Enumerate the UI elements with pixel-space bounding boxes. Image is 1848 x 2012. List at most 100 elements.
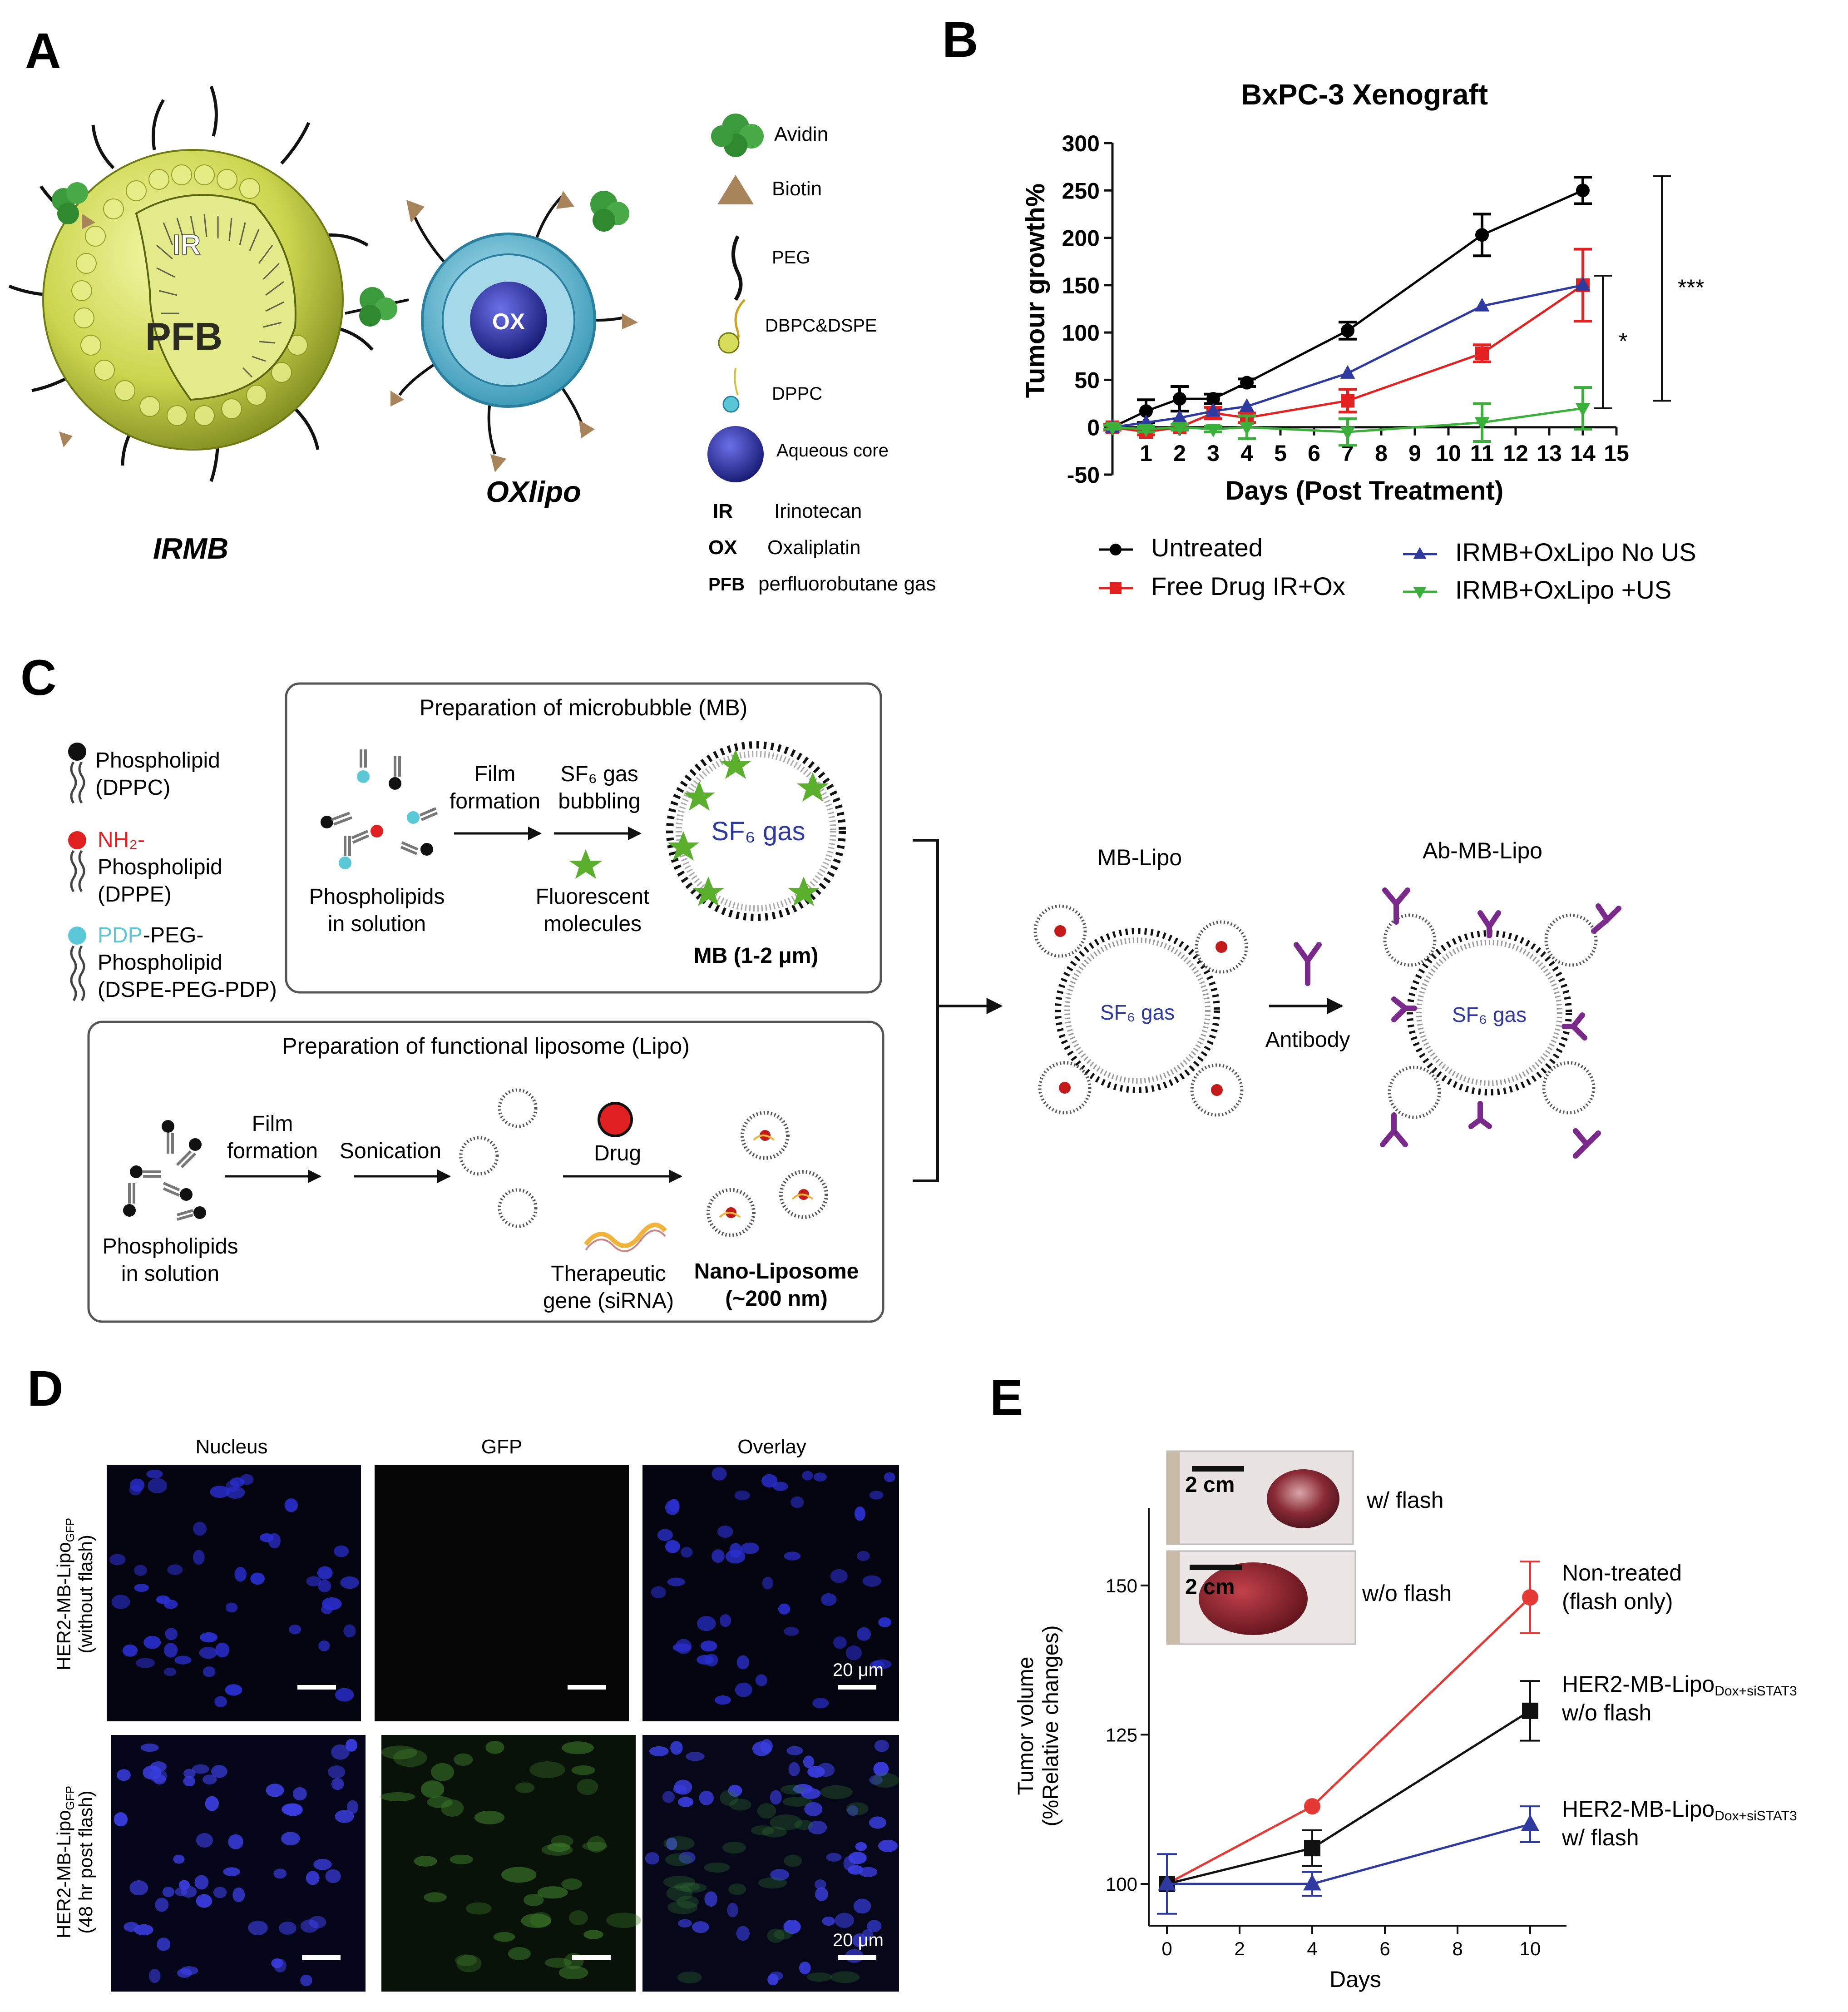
legend-dbpc-dspe: DBPC&DSPE	[765, 316, 877, 336]
nucleus-dot	[331, 1778, 344, 1790]
antibody-label: Antibody	[1265, 1028, 1350, 1052]
nucleus-dot	[884, 1472, 895, 1482]
lipo-preparation-box	[87, 1021, 884, 1323]
avidin-icon	[359, 287, 397, 327]
nucleus-dot	[802, 1471, 813, 1481]
nucleus-dot	[700, 1640, 717, 1652]
nucleus-dot	[812, 1698, 829, 1709]
data-point	[1575, 277, 1591, 291]
legend-marker	[1110, 582, 1122, 594]
nucleus-dot	[869, 1491, 884, 1500]
data-point	[1341, 323, 1354, 337]
nucleus-dot	[697, 1616, 716, 1631]
data-point	[1475, 347, 1489, 361]
chart-e-series	[1157, 1561, 1540, 1915]
nucleus-dot	[328, 1765, 346, 1779]
nucleus-dot	[306, 1871, 320, 1885]
series-1	[1159, 1680, 1540, 1892]
lipo-start-label-2: in solution	[121, 1262, 219, 1286]
nucleus-dot	[835, 1913, 854, 1928]
nucleus-dot	[736, 1655, 750, 1670]
gfp-signal	[663, 1876, 696, 1888]
x-tick-label: 8	[1452, 1938, 1463, 1959]
x-tick-label: 5	[1274, 441, 1287, 466]
nucleus-dot	[214, 1696, 227, 1708]
nucleus-dot	[211, 1765, 227, 1778]
ab-mb-lipo-icon: SF₆ gas	[1380, 887, 1621, 1159]
panel-a-legend: Avidin Biotin PEG DBPC&DSPE DPPC Aqueous…	[707, 114, 936, 595]
nucleus-dot	[704, 1891, 717, 1907]
y-tick-label: 125	[1106, 1724, 1137, 1745]
lipo-drug: Drug	[594, 1141, 641, 1165]
nucleus-dot	[714, 1695, 731, 1705]
x-tick-label: 8	[1375, 441, 1388, 466]
nucleus-dot	[735, 1682, 752, 1697]
nucleus-dot	[878, 1617, 892, 1627]
nucleus-dot	[668, 1499, 680, 1513]
nucleus-dot	[175, 1888, 187, 1896]
series-line	[1112, 284, 1583, 429]
mb-start-label-1: Phospholipids	[309, 885, 445, 909]
mb-step2-l2: bubbling	[558, 789, 641, 813]
abbr-ir: IR	[713, 500, 733, 522]
data-point	[1304, 1798, 1320, 1815]
nucleus-dot	[250, 1572, 265, 1585]
nucleus-dot	[136, 1658, 155, 1668]
series-label-line2: w/ flash	[1561, 1825, 1639, 1850]
e-ylabel-l2: (%Relative changes)	[1039, 1625, 1063, 1827]
nucleus-dot	[193, 1550, 205, 1565]
gfp-signal	[757, 1803, 776, 1819]
series-label-sub: Dox+siSTAT3	[1715, 1809, 1797, 1824]
legend-label: IRMB+OxLipo +US	[1455, 575, 1671, 604]
nucleus-dot	[194, 1875, 209, 1890]
nucleus-dot	[769, 1971, 783, 1981]
nucleus-dot	[692, 1921, 709, 1933]
nucleus-dot	[856, 1551, 870, 1561]
chart-b-legend: Untreated Free Drug IR+Ox IRMB+OxLipo No U…	[1099, 533, 1696, 604]
nucleus-dot	[741, 1542, 759, 1554]
gfp-signal	[846, 1802, 869, 1815]
gfp-signal	[508, 1947, 531, 1961]
nucleus-dot	[331, 1744, 350, 1760]
nucleus-dot	[234, 1567, 247, 1582]
gfp-signal	[524, 1893, 544, 1906]
mb-phospholipids-cluster	[321, 749, 438, 869]
d-img-nucleus-1	[107, 1465, 361, 1721]
nucleus-dot	[657, 1529, 673, 1541]
nucleus-dot	[148, 1968, 161, 1983]
nucleus-dot	[853, 1898, 871, 1914]
gfp-signal	[537, 1886, 568, 1899]
nucleus-dot	[274, 1958, 287, 1972]
sig-label: ***	[1678, 275, 1704, 300]
series-label-line1: HER2-MB-LipoDox+siSTAT3	[1562, 1796, 1797, 1824]
nucleus-dot	[193, 1521, 207, 1536]
gfp-signal	[680, 1883, 707, 1893]
mb-step1-l1: Film	[474, 762, 516, 786]
nucleus-dot	[134, 1583, 149, 1592]
nucleus-dot	[215, 1642, 230, 1658]
nucleus-dot	[786, 1746, 803, 1755]
nucleus-dot	[728, 1784, 742, 1797]
gfp-signal	[677, 1895, 699, 1909]
gfp-signal	[665, 1853, 692, 1866]
nuclei-dots	[109, 1467, 899, 1987]
d-scale-label-2: 20 μm	[833, 1930, 884, 1950]
nucleus-dot	[665, 1540, 680, 1553]
nucleus-dot	[111, 1595, 130, 1609]
panel-c-legend: Phospholipid (DPPC) NH₂- Phospholipid (D…	[68, 743, 277, 1002]
gfp-signal	[577, 1779, 598, 1795]
x-tick-label: 9	[1408, 441, 1421, 466]
nucleus-dot	[773, 1482, 788, 1491]
x-tick-label: 15	[1604, 441, 1629, 466]
drug-icon	[598, 1102, 633, 1137]
nucleus-dot	[670, 1741, 683, 1755]
gfp-signal	[780, 1784, 806, 1794]
abbr-pfb: PFB	[708, 575, 745, 595]
ab-mb-lipo-gas: SF₆ gas	[1452, 1003, 1527, 1026]
gfp-signal	[677, 1971, 702, 1983]
nucleus-dot	[203, 1666, 216, 1677]
x-tick-label: 6	[1379, 1938, 1390, 1959]
lipo-box-title: Preparation of functional liposome (Lipo…	[282, 1033, 690, 1059]
nucleus-dot	[808, 1820, 827, 1834]
d-row2-l2: (48 hr post flash)	[75, 1790, 96, 1933]
